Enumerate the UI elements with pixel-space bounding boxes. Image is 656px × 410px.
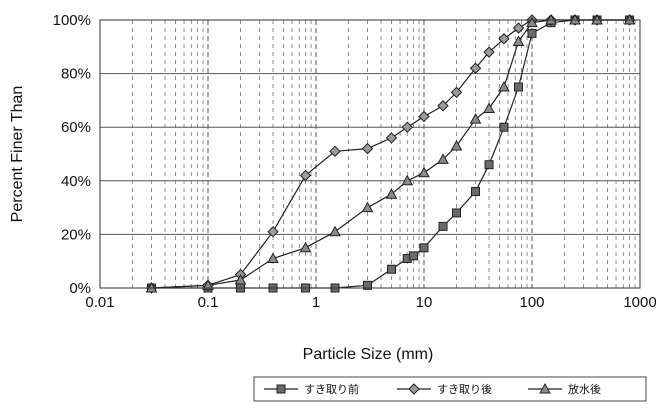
- legend-marker: [408, 383, 420, 395]
- legend-box: [253, 376, 647, 402]
- data-point: [329, 145, 341, 158]
- data-point: [512, 22, 525, 34]
- data-point: [267, 226, 279, 238]
- data-point: [385, 132, 398, 144]
- data-point: [484, 160, 494, 170]
- data-point: [363, 280, 373, 290]
- y-tick-label: 40%: [61, 173, 91, 190]
- data-point: [329, 225, 341, 237]
- series-lines: [151, 19, 630, 289]
- data-point: [409, 251, 419, 261]
- data-point: [527, 28, 537, 38]
- data-point: [418, 166, 430, 178]
- data-point: [450, 86, 463, 99]
- y-axis-ticks: 0% 20% 40% 60% 80% 100%: [53, 12, 91, 297]
- legend-label: すき取り前: [304, 382, 359, 396]
- data-point: [512, 35, 525, 46]
- data-point: [361, 201, 374, 213]
- x-tick-label: 1: [312, 294, 320, 311]
- grid: [100, 20, 640, 288]
- y-tick-label: 0%: [69, 280, 91, 297]
- data-point: [234, 273, 247, 285]
- x-tick-label: 0.1: [198, 294, 219, 311]
- data-point: [299, 241, 312, 253]
- data-point: [202, 279, 214, 290]
- data-point: [450, 139, 463, 151]
- data-point: [469, 62, 482, 74]
- x-tick-label: 0.01: [85, 294, 114, 311]
- legend-marker: [276, 384, 286, 394]
- x-axis-title: Particle Size (mm): [303, 346, 434, 363]
- series-markers: [145, 13, 636, 294]
- data-point: [498, 33, 510, 45]
- x-tick-label: 10: [416, 294, 433, 311]
- data-point: [437, 100, 449, 112]
- data-point: [419, 243, 429, 253]
- data-point: [401, 174, 414, 186]
- legend-label: すき取り後: [437, 382, 492, 396]
- series-line-2: [151, 19, 630, 289]
- data-point: [469, 113, 482, 124]
- x-tick-label: 100: [519, 294, 544, 311]
- data-point: [361, 142, 374, 155]
- y-tick-label: 100%: [53, 12, 91, 29]
- y-tick-label: 80%: [61, 66, 91, 83]
- x-axis-ticks: 0.01 0.1 1 10 100 1000: [85, 294, 656, 311]
- data-point: [452, 208, 462, 218]
- data-point: [483, 102, 495, 113]
- series-line-1: [151, 19, 630, 289]
- data-point: [499, 122, 509, 132]
- series-line-3: [151, 19, 630, 289]
- data-point: [498, 80, 510, 92]
- data-point: [401, 121, 413, 133]
- data-point: [483, 46, 495, 58]
- data-point: [514, 82, 524, 92]
- data-point: [299, 169, 312, 182]
- plot-frame: [99, 19, 641, 289]
- data-point: [526, 16, 538, 28]
- y-tick-label: 20%: [61, 226, 91, 243]
- data-point: [267, 252, 279, 264]
- legend-label: 放水後: [568, 382, 601, 396]
- data-point: [437, 153, 449, 164]
- data-point: [385, 188, 398, 199]
- data-point: [386, 264, 396, 274]
- data-point: [418, 110, 430, 123]
- data-point: [471, 187, 481, 197]
- legend-marker: [539, 382, 551, 394]
- y-tick-label: 60%: [61, 119, 91, 136]
- y-axis-title: Percent Finer Than: [9, 86, 26, 223]
- legend: すき取り前 すき取り後 放水後: [253, 376, 647, 402]
- data-point: [438, 221, 448, 231]
- x-tick-label: 1000: [623, 294, 656, 311]
